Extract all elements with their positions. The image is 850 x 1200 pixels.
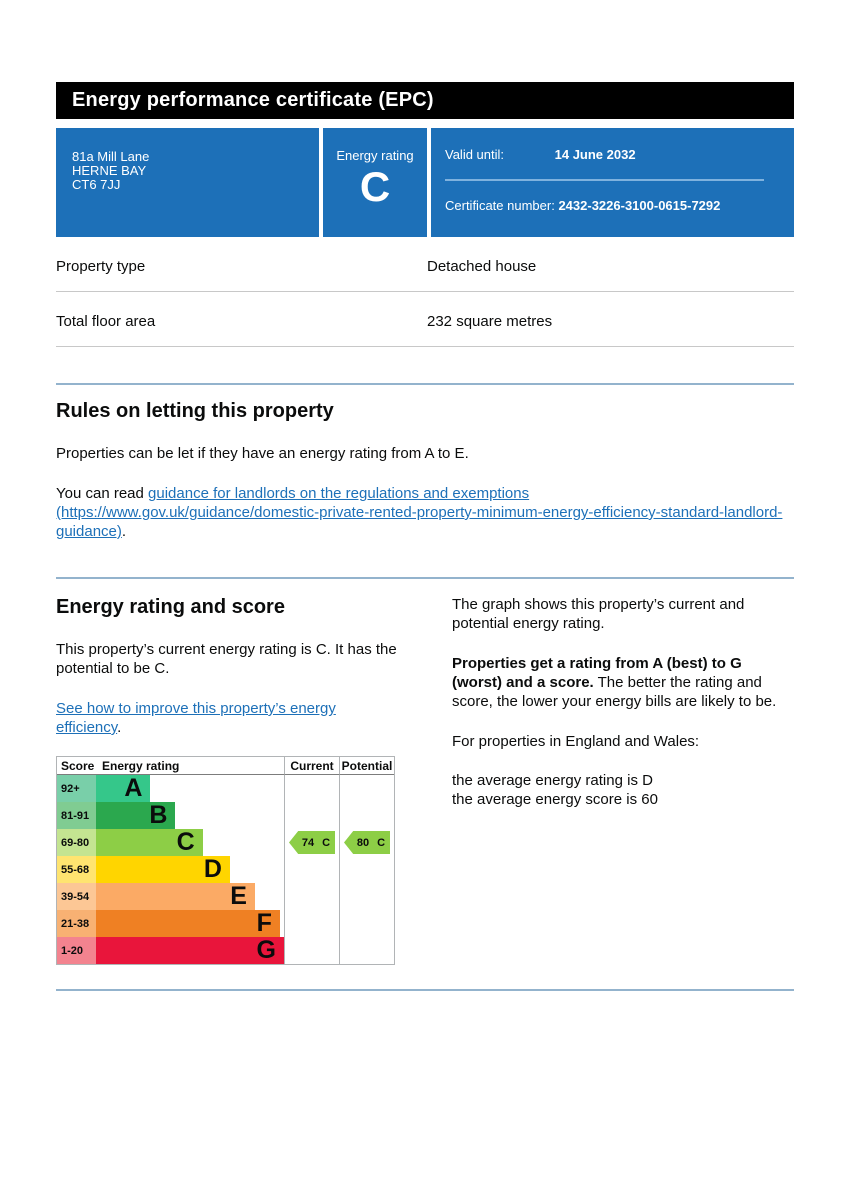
england-wales-intro: For properties in England and Wales: bbox=[452, 733, 700, 750]
summary-panel: 81a Mill Lane HERNE BAY CT6 7JJ Energy r… bbox=[56, 128, 794, 237]
fact-label: Total floor area bbox=[56, 313, 156, 330]
valid-until-label: Valid until: bbox=[445, 147, 505, 162]
rules-heading: Rules on letting this property bbox=[56, 400, 334, 422]
potential-rating-band: C bbox=[377, 836, 386, 849]
current-rating-column: 74 C bbox=[284, 775, 339, 964]
chart-header-energy-rating: Energy rating bbox=[96, 757, 284, 775]
guidance-link-url[interactable]: (https://www.gov.uk/guidance/domestic-pr… bbox=[56, 504, 783, 540]
rating-left-column: Energy rating and score This property’s … bbox=[56, 595, 404, 965]
rating-heading: Energy rating and score bbox=[56, 596, 285, 618]
fact-value: 232 square metres bbox=[427, 313, 553, 330]
chart-header-potential: Potential bbox=[339, 757, 394, 775]
section-divider bbox=[56, 989, 794, 991]
band-score-label: 39-54 bbox=[57, 883, 96, 910]
energy-rating-letter: C bbox=[359, 163, 391, 210]
rating-explanation-rest: The better the rating and score, the low… bbox=[452, 674, 777, 710]
band-score-label: 55-68 bbox=[57, 856, 96, 883]
rating-band-e: 39-54 E bbox=[57, 883, 284, 910]
band-score-label: 1-20 bbox=[57, 937, 96, 964]
improve-paragraph: See how to improve this property’s energ… bbox=[56, 699, 404, 737]
guidance-suffix: . bbox=[121, 523, 127, 540]
potential-rating-arrow: 80 C bbox=[344, 831, 390, 854]
rules-paragraph: Properties can be let if they have an en… bbox=[56, 445, 469, 462]
chart-header-current: Current bbox=[284, 757, 339, 775]
current-rating-score: 74 bbox=[301, 836, 315, 849]
section-divider bbox=[56, 383, 794, 385]
section-divider bbox=[56, 577, 794, 579]
band-bar-c: C bbox=[96, 829, 203, 856]
property-facts: Property type Detached house Total floor… bbox=[56, 237, 794, 347]
band-bar-g: G bbox=[96, 937, 284, 964]
potential-rating-column: 80 C bbox=[339, 775, 394, 964]
current-rating-arrow: 74 C bbox=[289, 831, 335, 854]
rating-band-b: 81-91 B bbox=[57, 802, 284, 829]
energy-rating-label: Energy rating bbox=[336, 148, 414, 163]
graph-description: The graph shows this property’s current … bbox=[452, 596, 745, 632]
certificate-number-row: Certificate number: 2432-3226-3100-0615-… bbox=[445, 198, 764, 213]
chart-header-score: Score bbox=[57, 757, 96, 775]
property-address: 81a Mill Lane HERNE BAY CT6 7JJ bbox=[56, 128, 319, 237]
rating-explanation: Properties get a rating from A (best) to… bbox=[452, 654, 794, 711]
improve-efficiency-link[interactable]: See how to improve this property’s energ… bbox=[56, 700, 336, 736]
guidance-prefix: You can read bbox=[56, 485, 149, 502]
fact-value: Detached house bbox=[427, 258, 537, 275]
rating-band-a: 92+ A bbox=[57, 775, 284, 802]
valid-until-value: 14 June 2032 bbox=[554, 147, 636, 162]
average-values: the average energy rating is D the avera… bbox=[452, 771, 794, 809]
address-line-2: HERNE BAY bbox=[72, 163, 147, 178]
valid-until-row: Valid until: 14 June 2032 bbox=[445, 147, 764, 162]
energy-rating-box: Energy rating C bbox=[323, 128, 427, 237]
validity-divider bbox=[445, 179, 764, 181]
band-score-label: 21-38 bbox=[57, 910, 96, 937]
potential-rating-score: 80 bbox=[356, 836, 370, 849]
band-bar-f: F bbox=[96, 910, 280, 937]
address-line-1: 81a Mill Lane bbox=[72, 149, 150, 164]
improve-suffix: . bbox=[117, 719, 122, 736]
rating-right-column: The graph shows this property’s current … bbox=[452, 595, 794, 965]
page-title-bar: Energy performance certificate (EPC) bbox=[56, 82, 794, 119]
rating-bands: 92+ A 81-91 B 69-80 C 55-68 D 39-54 E 21-38 F 1-20 G bbox=[57, 775, 284, 964]
band-bar-e: E bbox=[96, 883, 255, 910]
validity-box: Valid until: 14 June 2032 Certificate nu… bbox=[431, 128, 794, 237]
certificate-number-label: Certificate number: bbox=[445, 198, 555, 213]
certificate-number-value: 2432-3226-3100-0615-7292 bbox=[558, 198, 721, 213]
guidance-link-text[interactable]: guidance for landlords on the regulation… bbox=[148, 485, 530, 502]
page-title: Energy performance certificate (EPC) bbox=[72, 89, 434, 111]
band-score-label: 92+ bbox=[57, 775, 96, 802]
rating-explanation-bold: Properties get a rating from A (best) to… bbox=[452, 655, 742, 691]
average-rating-line: the average energy rating is D bbox=[452, 772, 653, 789]
epc-page: Energy performance certificate (EPC) 81a… bbox=[56, 0, 794, 991]
fact-label: Property type bbox=[56, 258, 146, 275]
fact-row-property-type: Property type Detached house bbox=[56, 237, 794, 292]
rating-summary-paragraph: This property’s current energy rating is… bbox=[56, 641, 397, 677]
rating-band-c: 69-80 C bbox=[57, 829, 284, 856]
rating-band-d: 55-68 D bbox=[57, 856, 284, 883]
band-score-label: 81-91 bbox=[57, 802, 96, 829]
band-bar-b: B bbox=[96, 802, 176, 829]
energy-rating-section: Energy rating and score This property’s … bbox=[56, 595, 794, 965]
guidance-paragraph: You can read guidance for landlords on t… bbox=[56, 484, 794, 541]
rating-band-g: 1-20 G bbox=[57, 937, 284, 964]
average-score-line: the average energy score is 60 bbox=[452, 791, 658, 808]
band-bar-d: D bbox=[96, 856, 230, 883]
band-score-label: 69-80 bbox=[57, 829, 96, 856]
address-line-3: CT6 7JJ bbox=[72, 177, 121, 192]
landlord-guidance-link[interactable]: guidance for landlords on the regulation… bbox=[56, 485, 782, 540]
fact-row-total-floor-area: Total floor area 232 square metres bbox=[56, 292, 794, 347]
band-bar-a: A bbox=[96, 775, 151, 802]
energy-rating-chart: Score Energy rating Current Potential 92… bbox=[56, 756, 395, 965]
rules-on-letting-section: Rules on letting this property Propertie… bbox=[56, 399, 794, 541]
rating-band-f: 21-38 F bbox=[57, 910, 284, 937]
current-rating-band: C bbox=[322, 836, 331, 849]
